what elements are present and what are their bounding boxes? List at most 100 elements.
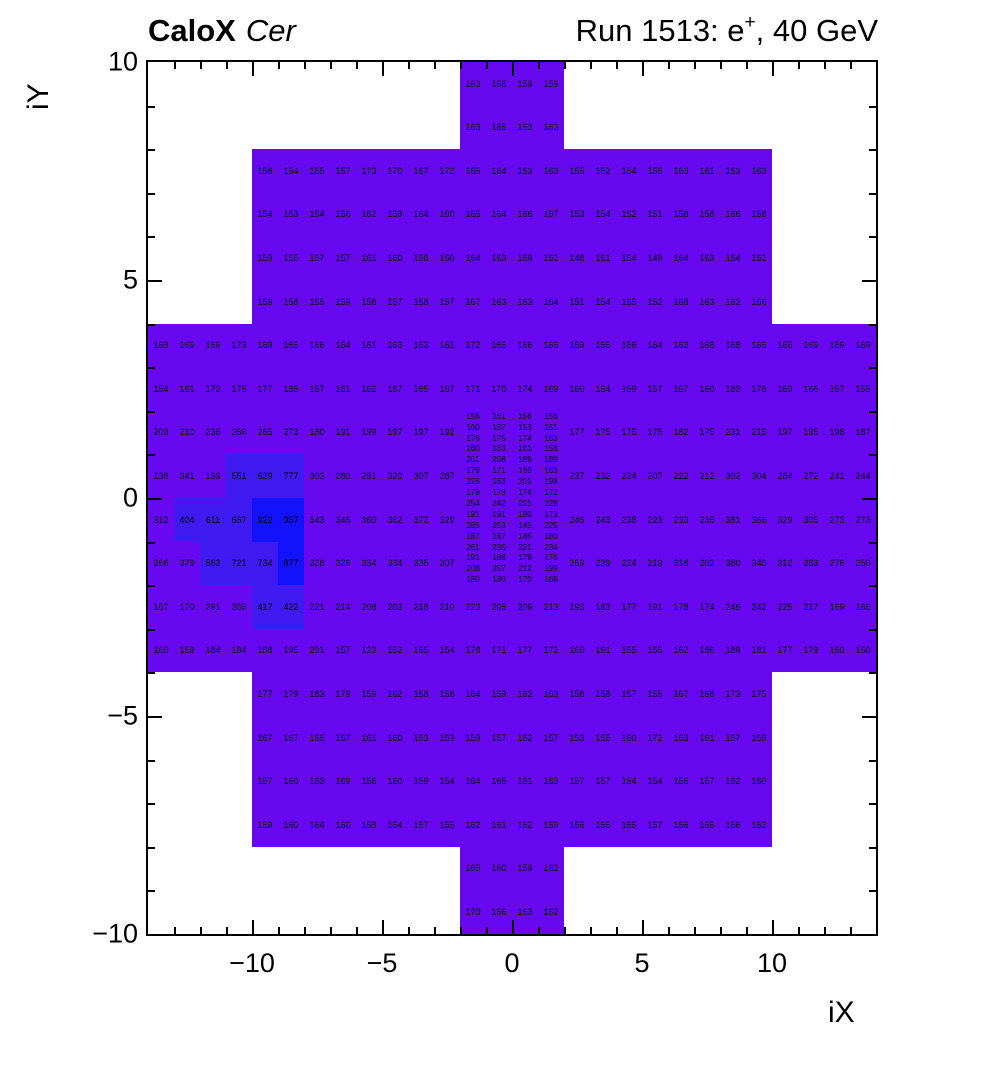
heatmap-cell: 160 bbox=[278, 760, 304, 803]
heatmap-cell: 165 bbox=[512, 465, 538, 476]
heatmap-cell: 174 bbox=[512, 367, 538, 411]
heatmap-cell: 250 bbox=[850, 542, 876, 585]
heatmap-cell: 164 bbox=[304, 803, 330, 847]
heatmap-cell: 235 bbox=[694, 498, 720, 542]
heatmap-cell: 176 bbox=[460, 433, 486, 444]
y-tick bbox=[869, 454, 876, 456]
heatmap-cell: 159 bbox=[460, 716, 486, 760]
heatmap-cell: 235 bbox=[486, 542, 512, 553]
heatmap-cell: 170 bbox=[460, 890, 486, 934]
heatmap-cell: 285 bbox=[460, 520, 486, 531]
heatmap-cell: 224 bbox=[616, 542, 642, 585]
x-tick bbox=[668, 62, 670, 69]
heatmap-cell: 160 bbox=[746, 760, 772, 803]
heatmap-cell: 167 bbox=[434, 367, 460, 411]
heatmap-cell: 149 bbox=[642, 236, 668, 280]
heatmap-cell: 242 bbox=[486, 498, 512, 509]
heatmap-cell: 224 bbox=[616, 454, 642, 498]
heatmap-cell: 180 bbox=[512, 509, 538, 520]
heatmap-cell: 166 bbox=[798, 367, 824, 411]
heatmap-cell: 168 bbox=[668, 280, 694, 324]
y-tick bbox=[148, 760, 155, 762]
heatmap-cell: 165 bbox=[486, 324, 512, 367]
heatmap-cell: 158 bbox=[408, 672, 434, 716]
heatmap-cell: 283 bbox=[798, 542, 824, 585]
heatmap-cell: 307 bbox=[434, 542, 460, 585]
heatmap-cell: 223 bbox=[642, 498, 668, 542]
heatmap-cell: 158 bbox=[668, 193, 694, 236]
heatmap-cell: 166 bbox=[512, 324, 538, 367]
heatmap-cell: 151 bbox=[564, 280, 590, 324]
heatmap-cell: 153 bbox=[434, 716, 460, 760]
x-tick bbox=[590, 927, 592, 934]
heatmap-cell: 341 bbox=[174, 454, 200, 498]
x-tick bbox=[382, 62, 384, 76]
heatmap-cell: 159 bbox=[538, 62, 564, 106]
heatmap-cell: 208 bbox=[356, 585, 382, 629]
x-tick bbox=[694, 62, 696, 69]
heatmap-cell: 922 bbox=[252, 498, 278, 542]
heatmap-cell: 158 bbox=[252, 149, 278, 193]
heatmap-cell: 161 bbox=[486, 411, 512, 422]
heatmap-cell: 159 bbox=[382, 193, 408, 236]
heatmap-cell: 170 bbox=[382, 149, 408, 193]
heatmap-cell: 159 bbox=[512, 62, 538, 106]
heatmap-cell: 169 bbox=[798, 324, 824, 367]
heatmap-cell: 160 bbox=[616, 716, 642, 760]
y-tick-label: 5 bbox=[122, 264, 138, 295]
heatmap-cell: 188 bbox=[486, 553, 512, 563]
heatmap-cell: 162 bbox=[512, 803, 538, 847]
heatmap-cell: 159 bbox=[616, 367, 642, 411]
heatmap-cell: 161 bbox=[512, 760, 538, 803]
heatmap-cell: 175 bbox=[694, 411, 720, 454]
heatmap-cell: 157 bbox=[824, 367, 850, 411]
run-title-tail: , 40 GeV bbox=[755, 13, 878, 48]
heatmap-cell: 162 bbox=[720, 760, 746, 803]
heatmap-cell: 183 bbox=[590, 585, 616, 629]
x-tick bbox=[824, 62, 826, 69]
x-tick bbox=[564, 927, 566, 934]
heatmap-cell: 161 bbox=[330, 367, 356, 411]
heatmap-cell: 180 bbox=[486, 574, 512, 585]
heatmap-cell: 217 bbox=[798, 585, 824, 629]
heatmap-cell: 168 bbox=[148, 324, 174, 367]
plot-brand-italic: Cer bbox=[245, 13, 296, 48]
heatmap-cell: 163 bbox=[382, 324, 408, 367]
heatmap-cell: 226 bbox=[460, 476, 486, 487]
heatmap-cell: 169 bbox=[200, 324, 226, 367]
heatmap-cell: 157 bbox=[538, 716, 564, 760]
plot-brand-bold: CaloX bbox=[148, 13, 236, 48]
heatmap-cell: 177 bbox=[772, 629, 798, 672]
heatmap-cell: 166 bbox=[304, 324, 330, 367]
heatmap-cell: 175 bbox=[746, 672, 772, 716]
x-tick bbox=[772, 920, 774, 934]
heatmap-cell: 172 bbox=[200, 367, 226, 411]
heatmap-cell: 160 bbox=[148, 629, 174, 672]
heatmap-cell: 184 bbox=[200, 629, 226, 672]
x-tick bbox=[356, 62, 358, 69]
x-tick bbox=[616, 927, 618, 934]
heatmap-cell: 160 bbox=[434, 236, 460, 280]
run-title-main: Run 1513: e bbox=[575, 13, 745, 48]
heatmap-cell: 162 bbox=[746, 236, 772, 280]
y-tick bbox=[148, 149, 155, 151]
y-tick bbox=[869, 803, 876, 805]
x-tick-label: −10 bbox=[229, 948, 275, 978]
y-tick bbox=[148, 847, 155, 849]
x-tick bbox=[434, 927, 436, 934]
plot-frame bbox=[146, 60, 878, 936]
heatmap-cell: 163 bbox=[512, 280, 538, 324]
heatmap-cell: 164 bbox=[330, 324, 356, 367]
heatmap-cell: 162 bbox=[668, 629, 694, 672]
heatmap-cell: 152 bbox=[616, 193, 642, 236]
x-tick bbox=[798, 927, 800, 934]
heatmap-cell: 155 bbox=[616, 803, 642, 847]
y-tick bbox=[148, 411, 155, 413]
heatmap-cell: 156 bbox=[720, 803, 746, 847]
heatmap-cell: 205 bbox=[486, 585, 512, 629]
heatmap-cell: 155 bbox=[642, 672, 668, 716]
heatmap-cell: 154 bbox=[616, 149, 642, 193]
heatmap-cell: 152 bbox=[590, 149, 616, 193]
heatmap-cell: 155 bbox=[694, 803, 720, 847]
heatmap-cell: 159 bbox=[564, 324, 590, 367]
